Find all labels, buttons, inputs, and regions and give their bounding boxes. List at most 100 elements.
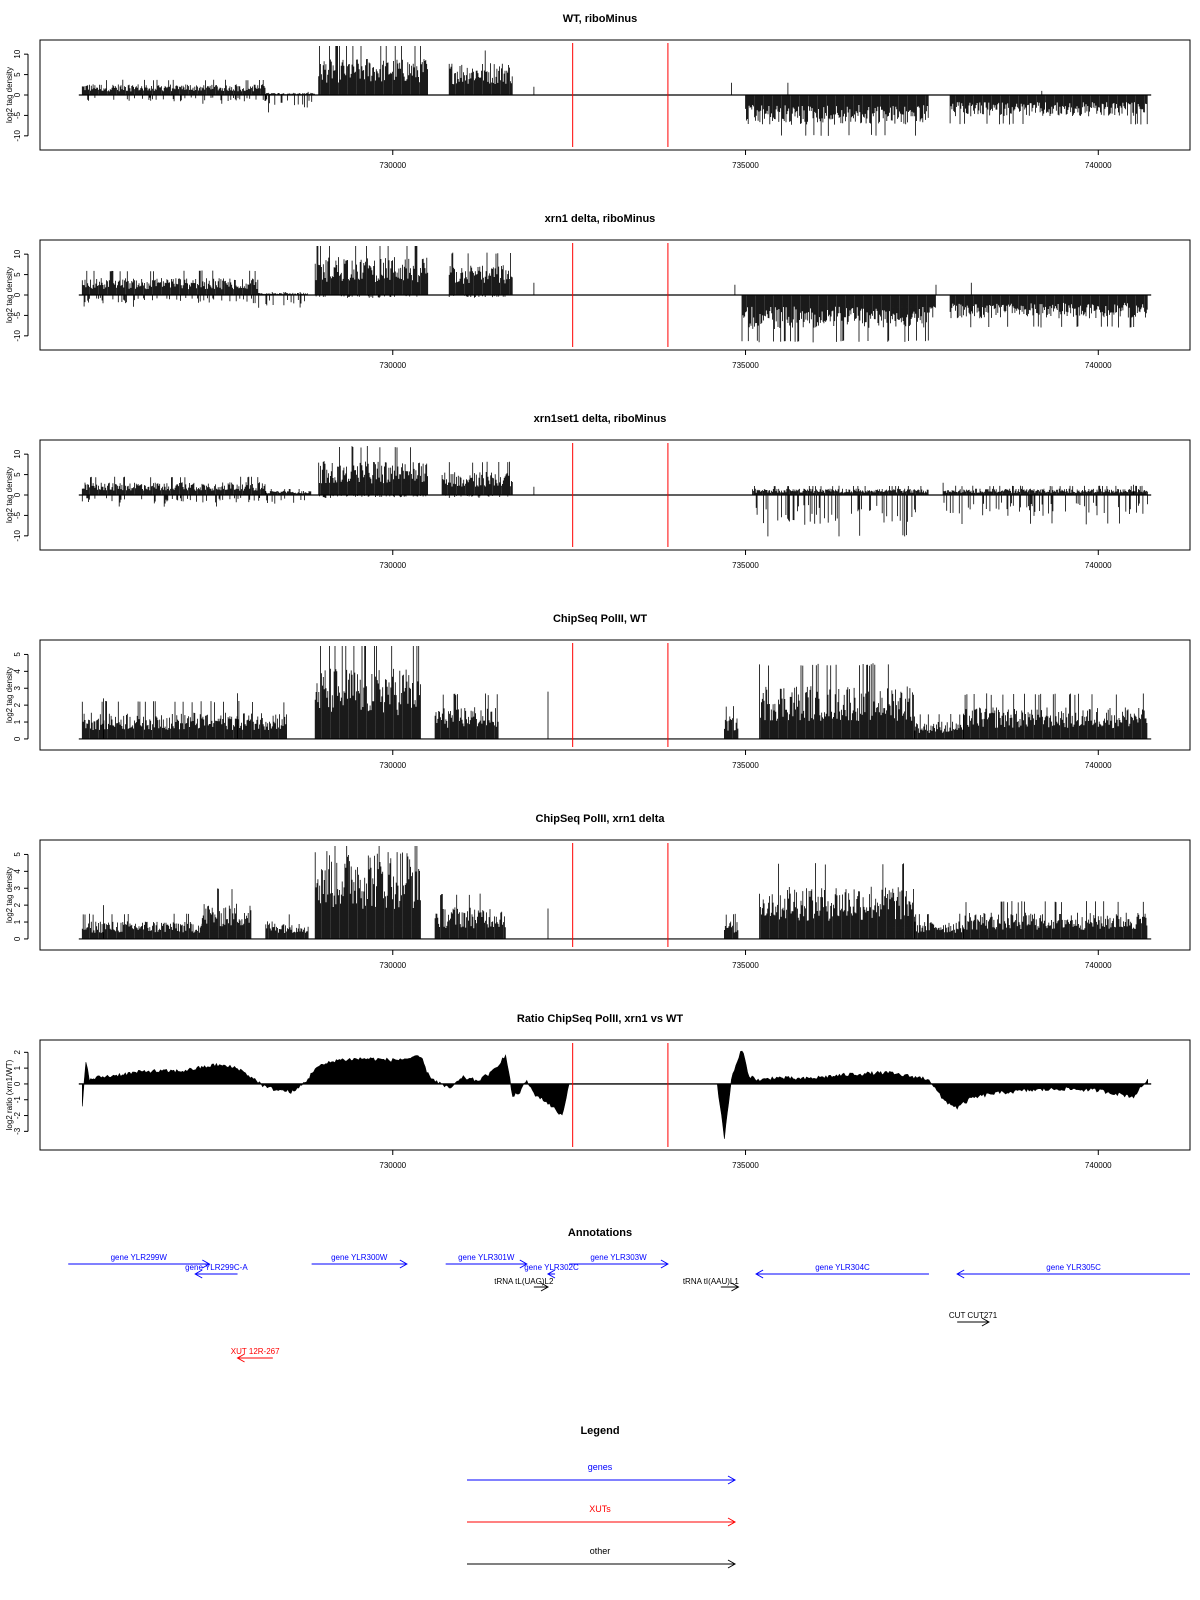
y-tick-label: -5 [13,311,22,319]
x-tick-label: 735000 [732,961,759,970]
y-tick-label: 4 [13,669,22,674]
x-tick-label: 730000 [379,161,406,170]
y-tick-label: -3 [13,1127,22,1135]
y-tick-label: 4 [13,869,22,874]
y-tick-label: 1 [13,919,22,924]
x-axis: 730000 735000 740000 [379,150,1112,170]
y-tick-label: -2 [13,1111,22,1119]
feature-other: CUT CUT271 [949,1311,998,1327]
x-tick-label: 730000 [379,761,406,770]
y-tick-label: -1 [13,1096,22,1104]
arrowhead [731,1282,740,1292]
x-tick-label: 735000 [732,361,759,370]
x-tick-label: 730000 [379,1161,406,1170]
y-tick-label: 10 [13,49,22,58]
arrowhead [236,1353,245,1363]
y-axis-label: log2 tag density [5,467,14,523]
x-axis: 730000 735000 740000 [379,950,1112,970]
feature-label: XUT 12R-267 [231,1347,280,1356]
feature-genes: gene YLR304C [755,1263,929,1279]
ratio-area [82,1050,1148,1139]
y-tick-label: 0 [13,292,22,297]
panel-2: 10 5 0 -5 -10 log2 tag density 730000 735000 740… [5,439,1191,570]
plot-frame [39,1039,1191,1151]
signal-bars [81,246,1148,343]
y-tick-label: 1 [13,1065,22,1070]
y-tick-label: 5 [13,652,22,657]
y-tick-label: 5 [13,272,22,277]
y-axis-label: log2 tag density [5,67,14,123]
panel-title: xrn1 delta, riboMinus [545,213,656,225]
y-tick-label: 0 [13,92,22,97]
arrowhead [755,1269,764,1279]
x-axis: 730000 735000 740000 [379,750,1112,770]
y-tick-label: 0 [13,936,22,941]
y-axis-label: log2 tag density [5,867,14,923]
x-tick-label: 730000 [379,961,406,970]
legend-title: Legend [580,1425,619,1437]
x-tick-label: 735000 [732,1161,759,1170]
arrowhead [956,1269,965,1279]
x-tick-label: 740000 [1085,961,1112,970]
legend-label: genes [588,1462,613,1472]
feature-genes: gene YLR301W [445,1253,528,1269]
y-tick-label: 0 [13,1081,22,1086]
panel-0: 10 5 0 -5 -10 log2 tag density 730000 735000 740… [5,39,1191,170]
y-axis: 5 4 3 2 1 0 [13,852,29,941]
arrowhead [981,1317,990,1327]
y-axis: 10 5 0 -5 -10 [13,249,29,342]
legend-panel: genes XUTs other [467,1462,737,1569]
panel-4: 5 4 3 2 1 0 log2 tag density 730000 735000 740000 [5,839,1191,970]
feature-label: gene YLR299W [111,1253,168,1262]
feature-XUTs: XUT 12R-267 [231,1347,280,1363]
feature-label: gene YLR301W [458,1253,515,1262]
arrowhead [546,1269,556,1279]
panel-title: ChipSeq PolII, xrn1 delta [536,813,666,825]
signal-bars [81,46,1148,136]
y-axis: 10 5 0 -5 -10 [13,49,29,142]
arrowhead [727,1517,737,1527]
arrowhead [194,1269,203,1279]
x-tick-label: 740000 [1085,1161,1112,1170]
y-axis-label: log2 tag density [5,267,14,323]
arrowhead [660,1259,669,1269]
y-axis: 10 5 0 -5 -10 [13,449,29,542]
arrowhead [399,1259,408,1269]
y-tick-label: 0 [13,736,22,741]
y-tick-label: 2 [13,902,22,907]
arrowhead [519,1259,528,1269]
plot-frame [39,839,1191,951]
x-tick-label: 730000 [379,361,406,370]
feature-label: gene YLR302C [524,1263,579,1272]
plot-frame [39,439,1191,551]
x-tick-label: 735000 [732,561,759,570]
feature-genes: gene YLR302C [524,1263,579,1279]
panel-title: Ratio ChipSeq PolII, xrn1 vs WT [517,1013,684,1025]
y-tick-label: 1 [13,719,22,724]
y-tick-label: 0 [13,492,22,497]
panel-title: WT, riboMinus [563,13,638,25]
feature-label: gene YLR305C [1046,1263,1101,1272]
x-tick-label: 735000 [732,161,759,170]
legend-label: XUTs [589,1504,611,1514]
panel-title: xrn1set1 delta, riboMinus [534,413,667,425]
feature-label: gene YLR300W [331,1253,388,1262]
annotations-title: Annotations [568,1227,632,1239]
panel-title: ChipSeq PolII, WT [553,613,647,625]
y-axis-label: log2 ratio (xrn1/WT) [5,1059,14,1130]
plot-frame [39,639,1191,751]
feature-other: tRNA tI(AAU)L1 [683,1277,740,1292]
y-axis: 5 4 3 2 1 0 [13,652,29,741]
x-tick-label: 740000 [1085,561,1112,570]
x-axis: 730000 735000 740000 [379,350,1112,370]
x-tick-label: 740000 [1085,161,1112,170]
signal-bars [81,646,1148,739]
x-tick-label: 735000 [732,761,759,770]
signal-bars [81,446,1148,537]
y-tick-label: 3 [13,685,22,690]
x-axis: 730000 735000 740000 [379,1150,1112,1170]
x-tick-label: 740000 [1085,361,1112,370]
